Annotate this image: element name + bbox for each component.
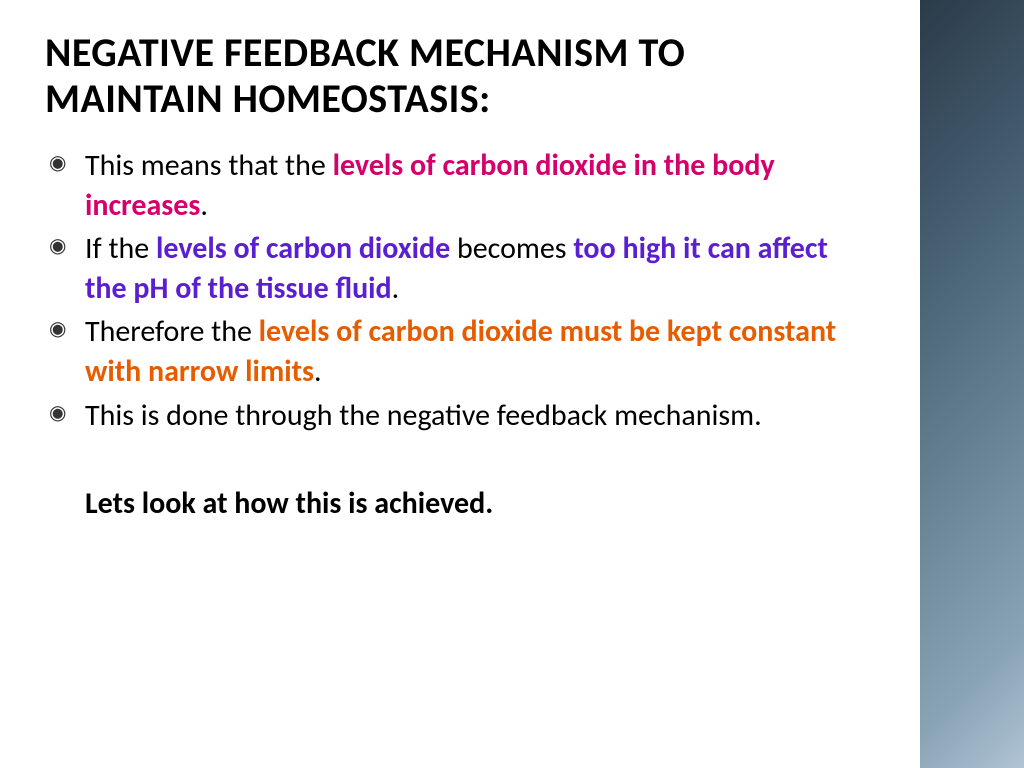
decorative-sidebar	[914, 0, 1024, 768]
bullet-text-post: .	[392, 270, 400, 307]
slide-title: NEGATIVE FEEDBACK MECHANISM TO MAINTAIN …	[45, 30, 845, 122]
bullet-highlight: levels of carbon dioxide	[156, 230, 450, 267]
bullet-text-mid: becomes	[450, 230, 573, 267]
bullet-text-pre: This is done through the negative feedba…	[85, 397, 762, 434]
bullet-text-pre: Therefore the	[85, 313, 259, 350]
bullet-text-pre: This means that the	[85, 147, 333, 184]
bullet-list: This means that the levels of carbon dio…	[45, 146, 845, 435]
bullet-item: Therefore the levels of carbon dioxide m…	[45, 312, 845, 391]
slide: NEGATIVE FEEDBACK MECHANISM TO MAINTAIN …	[0, 0, 1024, 768]
bullet-text-post: .	[200, 187, 208, 224]
bullet-item: This means that the levels of carbon dio…	[45, 146, 845, 225]
bullet-text-post: .	[314, 353, 322, 390]
closing-line: Lets look at how this is achieved.	[45, 485, 845, 522]
bullet-text-pre: If the	[85, 230, 156, 267]
bullet-item: If the levels of carbon dioxide becomes …	[45, 229, 845, 308]
slide-body: This means that the levels of carbon dio…	[45, 146, 845, 522]
bullet-item: This is done through the negative feedba…	[45, 396, 845, 436]
